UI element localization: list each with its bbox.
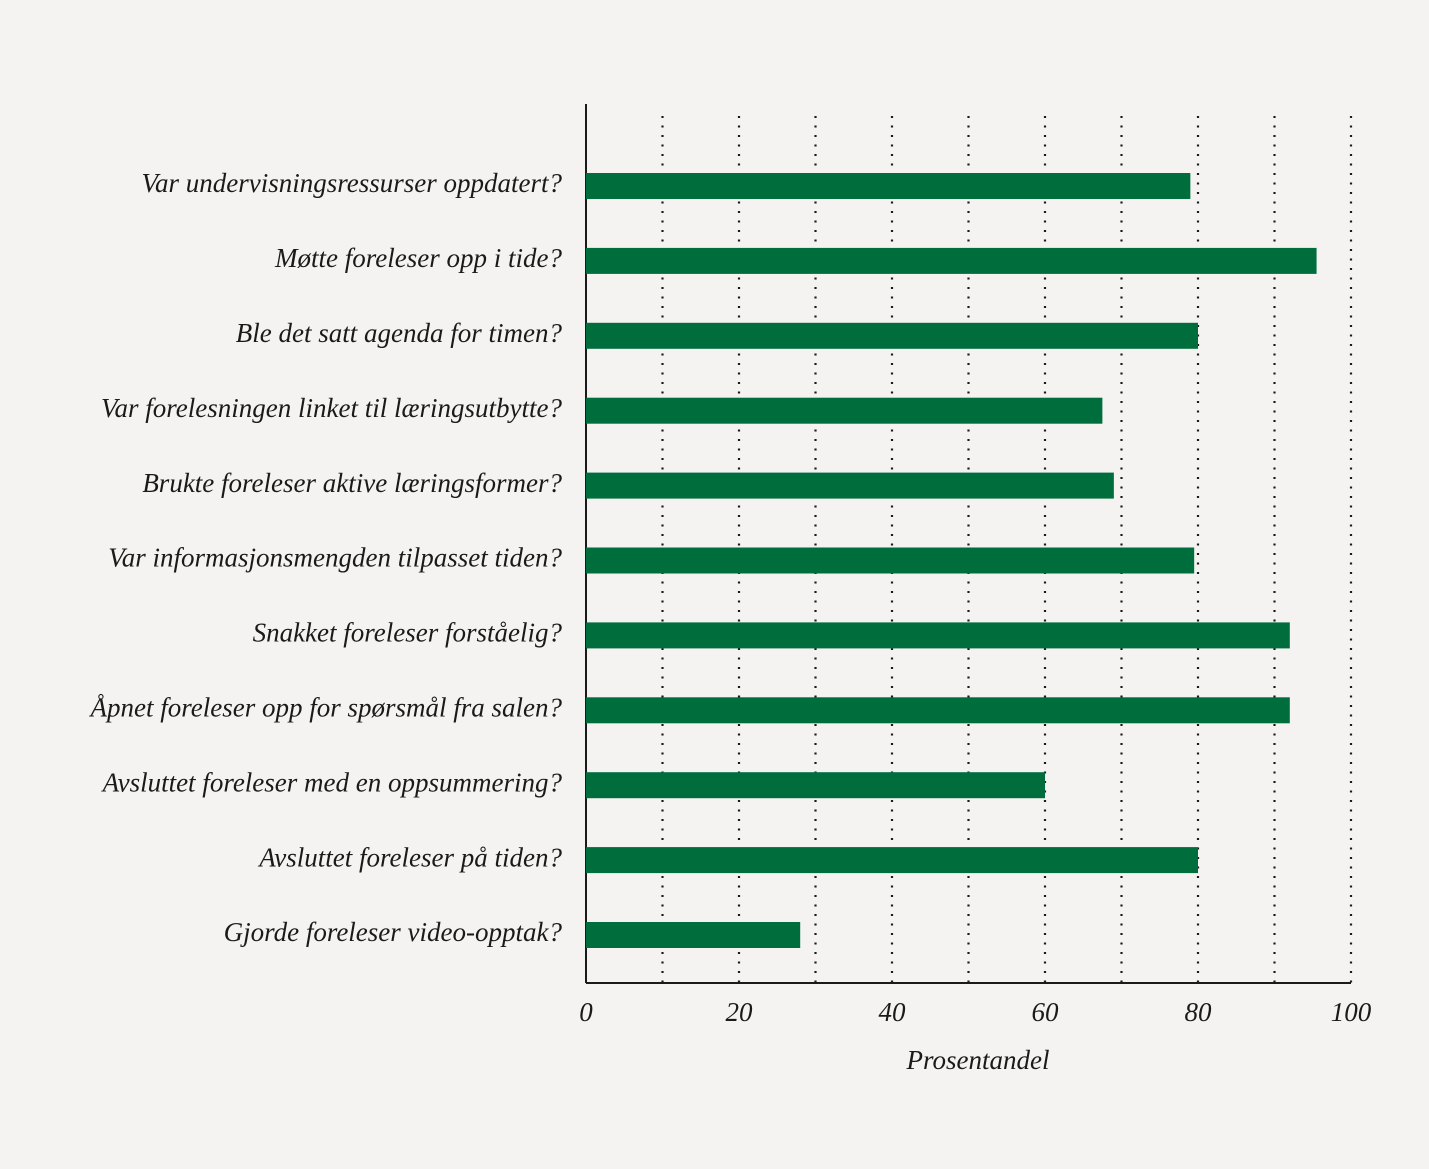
x-tick-label: 40: [879, 997, 907, 1027]
x-axis-title: Prosentandel: [906, 1045, 1050, 1075]
bar: [586, 772, 1045, 799]
y-tick-label: Brukte foreleser aktive læringsformer?: [142, 468, 562, 498]
y-tick-label: Avsluttet foreleser på tiden?: [257, 842, 562, 872]
bar: [586, 397, 1103, 424]
y-tick-label: Snakket foreleser forståelig?: [253, 618, 563, 648]
y-tick-label: Gjorde foreleser video-opptak?: [224, 917, 563, 947]
x-tick-label: 0: [579, 997, 593, 1027]
x-tick-label: 100: [1331, 997, 1372, 1027]
bar: [586, 547, 1195, 574]
x-tick-label: 80: [1185, 997, 1213, 1027]
bar: [586, 322, 1198, 349]
bar: [586, 247, 1317, 274]
bar: [586, 472, 1114, 499]
bar: [586, 697, 1290, 724]
y-tick-label: Avsluttet foreleser med en oppsummering?: [101, 767, 563, 797]
bar: [586, 173, 1191, 199]
y-tick-label: Var informasjonsmengden tilpasset tiden?: [108, 543, 562, 573]
x-tick-label: 60: [1032, 997, 1060, 1027]
bar: [586, 622, 1290, 649]
bar: [586, 922, 801, 948]
y-tick-label: Var forelesningen linket til læringsutby…: [101, 393, 562, 423]
bar: [586, 847, 1198, 874]
y-tick-label: Var undervisningsressurser oppdatert?: [141, 168, 562, 198]
y-tick-label: Åpnet foreleser opp for spørsmål fra sal…: [89, 693, 563, 723]
y-tick-label: Møtte foreleser opp i tide?: [274, 243, 562, 273]
x-tick-label: 20: [726, 997, 754, 1027]
y-tick-label: Ble det satt agenda for timen?: [236, 318, 563, 348]
